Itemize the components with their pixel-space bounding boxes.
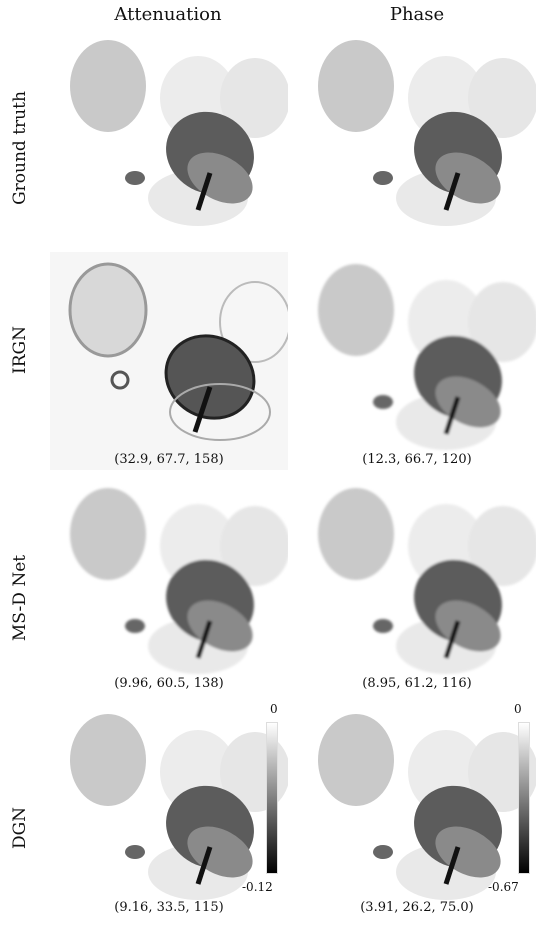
image-irgn-phase (298, 252, 536, 470)
metrics-msd-attenuation: (9.96, 60.5, 138) (114, 676, 224, 691)
colorbar-attenuation-max-label: 0 (270, 702, 278, 716)
image-dgn-phase (298, 702, 536, 920)
column-title-attenuation: Attenuation (114, 4, 222, 25)
metrics-irgn-phase: (12.3, 66.7, 120) (362, 452, 472, 467)
colorbar-phase (518, 722, 530, 874)
image-ground-truth-attenuation (50, 28, 288, 246)
column-title-phase: Phase (389, 4, 445, 25)
row-label-ground-truth: Ground truth (10, 91, 30, 205)
metrics-dgn-phase: (3.91, 26.2, 75.0) (360, 900, 474, 915)
image-msd-phase (298, 476, 536, 694)
metrics-msd-phase: (8.95, 61.2, 116) (362, 676, 472, 691)
metrics-dgn-attenuation: (9.16, 33.5, 115) (114, 900, 224, 915)
metrics-irgn-attenuation: (32.9, 67.7, 158) (114, 452, 224, 467)
image-irgn-attenuation (50, 252, 288, 470)
image-ground-truth-phase (298, 28, 536, 246)
colorbar-attenuation-min-label: -0.12 (242, 880, 273, 894)
colorbar-phase-max-label: 0 (514, 702, 522, 716)
colorbar-attenuation (266, 722, 278, 874)
colorbar-phase-min-label: -0.67 (488, 880, 519, 894)
row-label-irgn: IRGN (10, 326, 30, 374)
row-label-msd: MS-D Net (10, 554, 30, 642)
image-dgn-attenuation (50, 702, 288, 920)
row-label-dgn: DGN (10, 806, 30, 850)
image-msd-attenuation (50, 476, 288, 694)
